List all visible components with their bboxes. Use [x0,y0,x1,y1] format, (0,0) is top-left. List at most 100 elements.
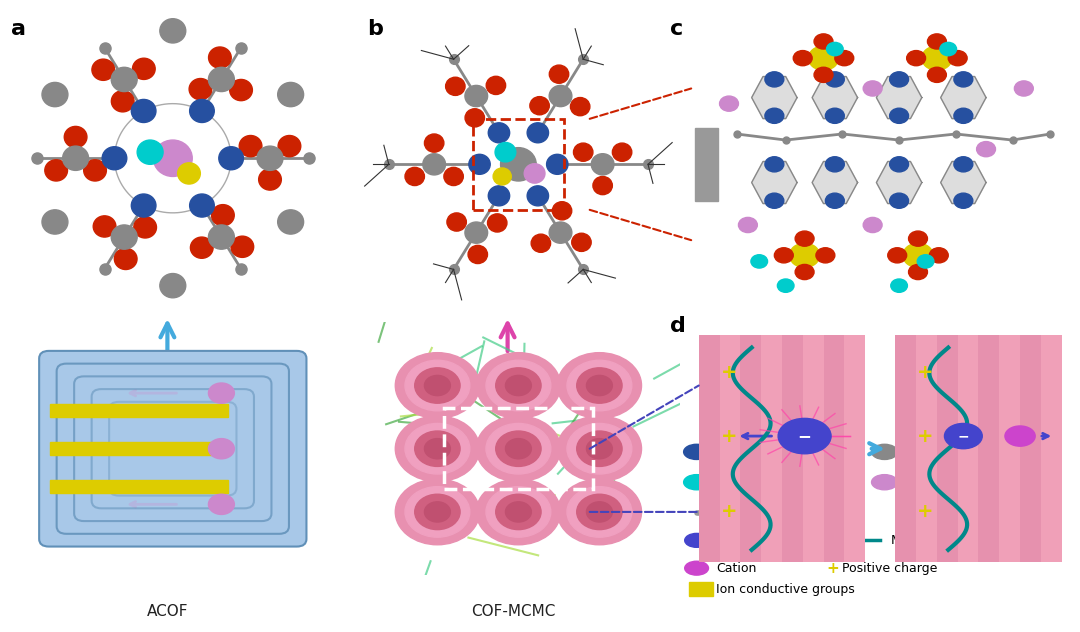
Circle shape [134,217,157,238]
Circle shape [405,360,470,411]
Circle shape [160,274,186,298]
Circle shape [863,217,882,233]
Circle shape [567,360,632,411]
Circle shape [816,248,835,263]
Circle shape [208,225,234,249]
Circle shape [765,157,784,172]
Text: a: a [11,19,26,39]
Circle shape [966,444,991,459]
Circle shape [476,416,561,482]
Circle shape [114,248,137,269]
Circle shape [928,67,946,82]
Text: +: + [720,363,738,382]
Circle shape [208,439,234,459]
Circle shape [612,143,632,161]
Circle shape [586,375,612,396]
Circle shape [93,216,116,237]
Text: +: + [917,502,934,521]
Circle shape [739,217,757,233]
Circle shape [948,51,968,66]
Circle shape [888,248,907,263]
Circle shape [872,475,897,490]
Circle shape [685,533,708,547]
Circle shape [42,82,68,107]
Circle shape [863,81,882,96]
Circle shape [465,85,488,107]
Circle shape [890,72,908,87]
Circle shape [903,243,933,267]
Circle shape [684,475,710,490]
Circle shape [778,418,832,454]
Text: d: d [670,316,686,336]
Circle shape [808,46,839,70]
Circle shape [487,214,507,232]
Text: Positive charge: Positive charge [842,562,937,574]
Circle shape [908,264,928,279]
Circle shape [160,19,186,43]
Circle shape [446,77,465,95]
Text: c: c [670,19,683,39]
Bar [978,335,999,562]
Text: +: + [720,502,738,521]
Text: MCMC: MCMC [891,534,930,547]
Circle shape [890,193,908,209]
Circle shape [872,444,897,459]
Circle shape [496,494,541,530]
Circle shape [212,205,234,226]
Bar [1021,335,1041,562]
Circle shape [488,186,510,206]
Circle shape [684,444,710,459]
Text: O: O [807,446,816,458]
Circle shape [567,423,632,474]
Circle shape [907,51,926,66]
Circle shape [444,167,463,186]
Circle shape [908,231,928,246]
Circle shape [524,164,545,183]
Polygon shape [877,76,922,119]
Circle shape [944,423,983,449]
Circle shape [778,444,804,459]
Circle shape [486,423,551,474]
Bar [50,442,228,455]
Circle shape [423,154,446,175]
Circle shape [278,82,303,107]
FancyBboxPatch shape [39,351,307,547]
Bar [824,335,845,562]
Circle shape [505,439,531,459]
Circle shape [45,160,68,181]
Circle shape [231,236,254,257]
Circle shape [230,80,253,100]
Circle shape [208,383,234,403]
Circle shape [405,487,470,537]
Circle shape [774,248,794,263]
Circle shape [557,479,642,545]
Circle shape [557,416,642,482]
Circle shape [719,96,739,111]
Circle shape [415,431,460,466]
Circle shape [505,375,531,396]
Circle shape [778,475,804,490]
Text: −: − [958,429,969,443]
Circle shape [501,148,537,181]
Circle shape [494,168,511,185]
Circle shape [940,42,957,56]
Circle shape [825,108,845,123]
Circle shape [486,487,551,537]
Circle shape [405,423,470,474]
Text: +: + [826,561,839,576]
Circle shape [793,51,812,66]
Circle shape [592,154,613,175]
Text: +: + [720,427,738,446]
Text: Cation: Cation [716,562,756,574]
Text: −: − [798,427,811,445]
Circle shape [257,146,283,171]
Circle shape [567,487,632,537]
Circle shape [63,146,89,171]
Bar [699,335,865,562]
Circle shape [133,58,156,80]
Circle shape [789,243,820,267]
Circle shape [92,59,114,80]
Bar [937,335,958,562]
Circle shape [765,108,784,123]
Circle shape [891,279,907,293]
